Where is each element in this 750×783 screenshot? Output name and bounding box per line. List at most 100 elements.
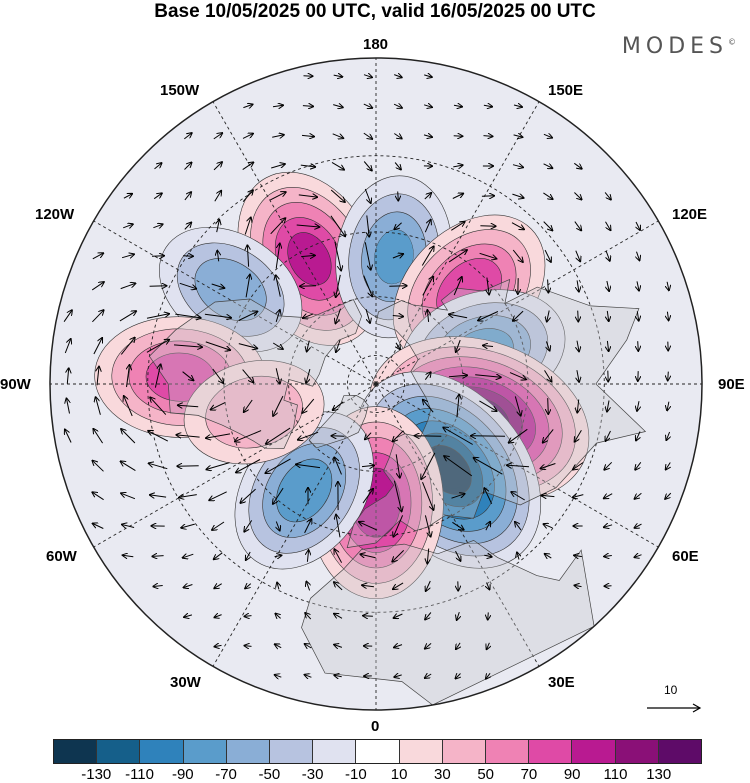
wind-vector-arrow — [425, 643, 432, 648]
latitude-circle — [288, 296, 464, 472]
wind-vector-arrow — [93, 524, 104, 529]
wind-vector-arrow — [123, 555, 134, 557]
wind-vector-arrow — [487, 642, 490, 649]
wind-vector-arrow — [92, 492, 104, 501]
wind-vector-arrow — [575, 430, 582, 441]
colorbar-tick-label: -30 — [301, 766, 324, 783]
wind-vector-arrow — [121, 254, 134, 257]
wind-vector-arrow — [455, 550, 461, 561]
wind-vector-arrow — [277, 583, 279, 590]
wind-vector-arrow — [637, 281, 639, 290]
wind-vector-arrow — [635, 555, 642, 558]
wind-vector-arrow — [483, 105, 492, 106]
meridian-line — [375, 101, 540, 385]
wind-vector-arrow — [364, 242, 370, 269]
wind-vector-arrow — [548, 279, 549, 293]
continent-outline — [148, 298, 362, 449]
wind-vector-arrow — [393, 582, 404, 589]
wind-vector-arrow — [423, 105, 432, 107]
wind-vector-arrow — [217, 251, 218, 262]
wind-vector-arrow — [479, 400, 496, 411]
wind-vector-arrow — [604, 493, 613, 499]
wind-vector-arrow — [184, 163, 192, 170]
wind-vector-arrow — [235, 430, 262, 442]
wind-vector-arrow — [604, 556, 612, 557]
wind-vector-arrow — [296, 225, 320, 227]
wind-vector-arrow — [360, 554, 376, 557]
wind-vector-arrow — [475, 375, 501, 378]
wind-vector-arrow — [484, 555, 491, 557]
wind-vector-arrow — [65, 430, 72, 443]
wind-vector-arrow — [302, 106, 313, 107]
wind-vector-arrow — [421, 247, 433, 266]
colorbar-tick-label: -90 — [171, 766, 194, 783]
wind-vector-arrow — [607, 280, 609, 291]
colorbar-ticks: -130 -110 -90 -70 -50 -30 -10 10 30 50 70 90 110 130 — [53, 766, 702, 783]
lon-label-120w: 120W — [35, 206, 75, 223]
wind-vector-arrow — [207, 462, 230, 470]
wind-vector-arrow — [146, 340, 169, 353]
wind-vector-arrow — [153, 193, 162, 200]
colorbar-segment — [96, 740, 140, 763]
wind-vector-arrow — [453, 165, 462, 167]
wind-vector-arrow — [217, 220, 220, 233]
wind-vector-arrow — [513, 310, 524, 321]
negative-anomaly-contour — [283, 466, 325, 515]
wind-vector-arrow — [212, 368, 223, 383]
wind-vector-arrow — [179, 282, 196, 288]
wind-vector-arrow — [306, 368, 311, 383]
wind-vector-arrow — [211, 283, 225, 288]
wind-vector-arrow — [547, 310, 549, 322]
logo-text: MODES — [621, 34, 728, 59]
wind-vector-arrow — [240, 488, 256, 503]
wind-vector-arrow — [426, 580, 431, 591]
wind-vector-arrow — [246, 551, 250, 560]
map-boundary — [49, 57, 703, 711]
wind-vector-arrow — [453, 105, 462, 106]
wind-vector-arrow — [205, 341, 230, 350]
colorbar-segment — [182, 740, 226, 763]
wind-vector-arrow — [296, 464, 321, 469]
wind-vector-arrow — [214, 552, 223, 559]
polar-map — [49, 57, 703, 711]
wind-vector-arrow — [427, 310, 428, 322]
wind-vector-arrow — [334, 582, 343, 591]
wind-vector-arrow — [511, 222, 524, 230]
wind-vector-arrow — [336, 515, 341, 538]
wind-vector-arrow — [302, 398, 315, 413]
wind-vector-arrow — [543, 192, 552, 199]
wind-vector-arrow — [448, 375, 467, 376]
wind-vector-arrow — [444, 456, 473, 477]
wind-vector-arrow — [666, 462, 671, 470]
wind-vector-arrow — [298, 195, 317, 197]
wind-vector-arrow — [214, 191, 221, 202]
meridian-line — [93, 220, 377, 385]
wind-vector-arrow — [121, 493, 136, 500]
wind-vector-arrow — [97, 367, 99, 386]
wind-vector-arrow — [424, 75, 432, 77]
wind-vector-arrow — [150, 397, 167, 415]
wind-vector-arrow — [637, 251, 640, 261]
wind-vector-arrow — [333, 401, 344, 410]
lon-label-60e: 60E — [672, 548, 699, 565]
wind-vector-arrow — [453, 277, 462, 296]
lon-label-0: 0 — [371, 718, 380, 735]
wind-vector-arrow — [336, 308, 341, 324]
colorbar-tick-label: -130 — [81, 766, 112, 783]
wind-vector-arrow — [123, 224, 133, 228]
wind-vector-arrow — [636, 431, 640, 441]
wind-vector-arrow — [91, 282, 104, 291]
colorbar-tick-label: 30 — [434, 766, 451, 783]
colorbar-segment — [528, 740, 572, 763]
colorbar-segment — [441, 740, 486, 763]
negative-anomaly-contour — [374, 229, 414, 284]
wind-vector-arrow — [389, 286, 406, 287]
wind-vector-arrow — [365, 432, 372, 440]
colorbar-segment — [614, 740, 658, 763]
wind-vector-arrow — [275, 644, 282, 647]
wind-vector-arrow — [577, 280, 579, 291]
wind-vector-arrow — [452, 194, 463, 199]
wind-vector-arrow — [64, 339, 70, 354]
wind-vector-arrow — [577, 340, 579, 352]
wind-vector-arrow — [334, 675, 342, 677]
